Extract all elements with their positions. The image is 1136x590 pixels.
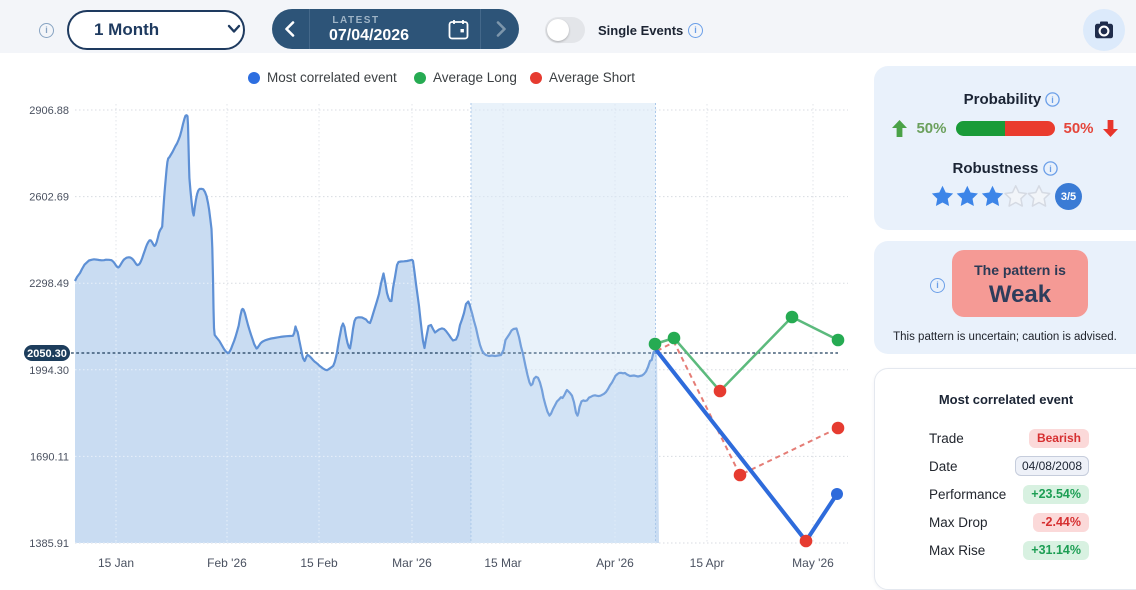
svg-text:2906.88: 2906.88 <box>29 105 69 117</box>
svg-text:1690.11: 1690.11 <box>30 451 69 463</box>
svg-text:1385.91: 1385.91 <box>29 538 69 550</box>
svg-text:2050.30: 2050.30 <box>27 348 67 360</box>
svg-text:15 Jan: 15 Jan <box>98 556 134 570</box>
svg-text:15 Apr: 15 Apr <box>690 556 725 570</box>
svg-text:15 Mar: 15 Mar <box>484 556 521 570</box>
svg-text:2602.69: 2602.69 <box>29 192 69 204</box>
svg-text:1994.30: 1994.30 <box>29 365 69 377</box>
svg-text:i: i <box>1049 164 1052 174</box>
svg-text:2298.49: 2298.49 <box>29 278 69 290</box>
svg-text:15 Feb: 15 Feb <box>300 556 338 570</box>
svg-text:Mar '26: Mar '26 <box>392 556 432 570</box>
svg-text:May '26: May '26 <box>792 556 834 570</box>
svg-text:i: i <box>1052 95 1055 105</box>
svg-text:Apr '26: Apr '26 <box>596 556 634 570</box>
svg-text:Feb '26: Feb '26 <box>207 556 247 570</box>
